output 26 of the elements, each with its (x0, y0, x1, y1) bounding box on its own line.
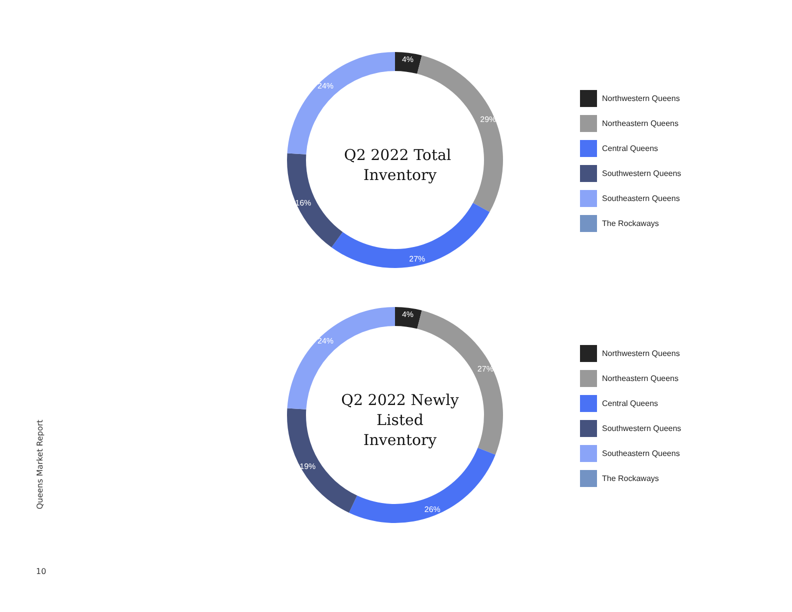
legend-label: Central Queens (602, 399, 658, 408)
legend-label: Southeastern Queens (602, 449, 680, 458)
text: 10 (36, 567, 46, 576)
data-label: 4% (402, 54, 414, 64)
text: Queens Market Report (36, 418, 44, 512)
legend-label: Southwestern Queens (602, 169, 682, 178)
text: Q2 2022 Total Inventory (344, 146, 456, 184)
data-label: 16% (295, 198, 312, 208)
legend-label: The Rockaways (602, 474, 659, 483)
data-label: 24% (318, 336, 334, 346)
data-label: 4% (402, 310, 414, 319)
data-label: 26% (424, 504, 440, 514)
text: Q2 2022 Newly Listed Inventory (341, 391, 460, 449)
legend-label: Northwestern Queens (602, 94, 680, 103)
legend-label: Northeastern Queens (602, 119, 678, 128)
legend-label: Northeastern Queens (602, 374, 678, 383)
data-label: 29% (480, 115, 496, 124)
data-label: 24% (318, 82, 334, 91)
data-label: 27% (409, 254, 426, 264)
legend-label: Southeastern Queens (602, 194, 680, 203)
legend-label: Northwestern Queens (602, 349, 680, 358)
legend-label: Central Queens (602, 144, 658, 153)
data-label: 19% (300, 462, 316, 472)
legend-label: The Rockaways (602, 219, 659, 228)
data-label: 27% (477, 364, 494, 374)
legend-label: Southwestern Queens (602, 424, 682, 433)
